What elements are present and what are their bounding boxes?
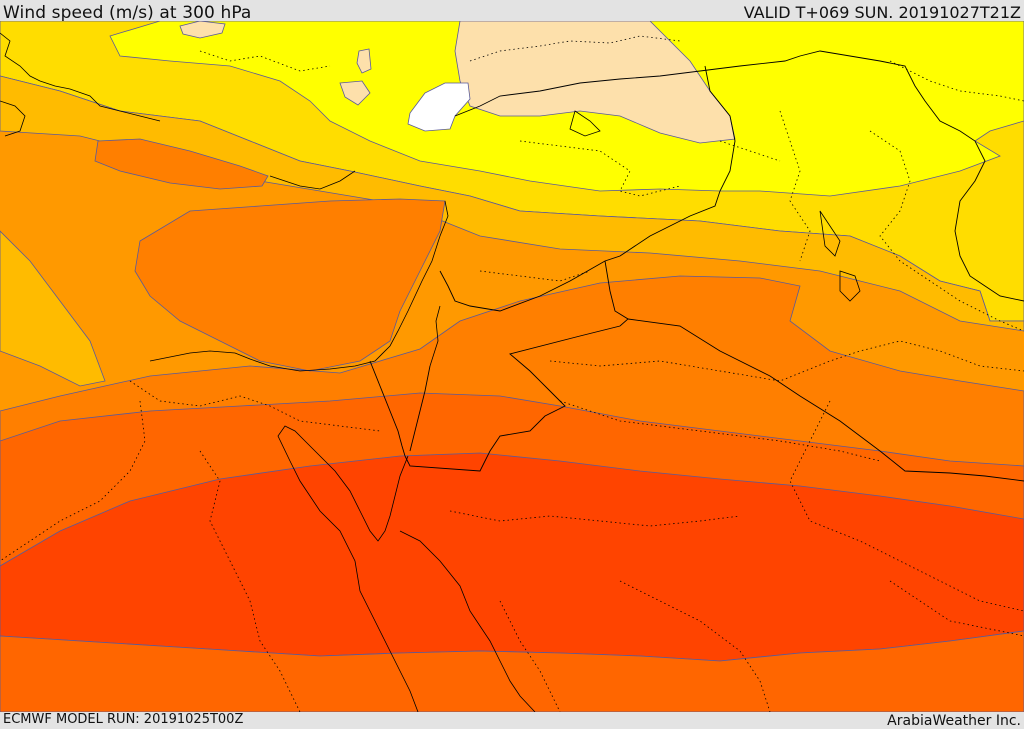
band-peach-small [179, 21, 226, 39]
band-peach-isle-2 [356, 48, 372, 74]
model-run-label: ECMWF MODEL RUN: 20191025T00Z [3, 712, 244, 727]
coastlines [0, 32, 861, 712]
political-borders [369, 50, 1024, 482]
band-amber-west [0, 230, 106, 387]
band-orange-blob [134, 198, 446, 372]
band-peach-isle-1 [339, 80, 371, 106]
valid-time-label: VALID T+069 SUN. 20191027T21Z [743, 3, 1021, 22]
map-canvas [0, 21, 1024, 712]
band-white [407, 82, 471, 132]
header-bar [0, 0, 1024, 21]
band-orange-south [0, 630, 1024, 712]
wind-speed-map [0, 21, 1024, 712]
footer-bar [0, 712, 1024, 729]
band-amber [0, 75, 1024, 332]
internal-boundaries [0, 35, 1024, 712]
map-title: Wind speed (m/s) at 300 hPa [3, 3, 252, 23]
band-orange-streak [94, 138, 269, 190]
credit-label: ArabiaWeather Inc. [887, 713, 1021, 729]
